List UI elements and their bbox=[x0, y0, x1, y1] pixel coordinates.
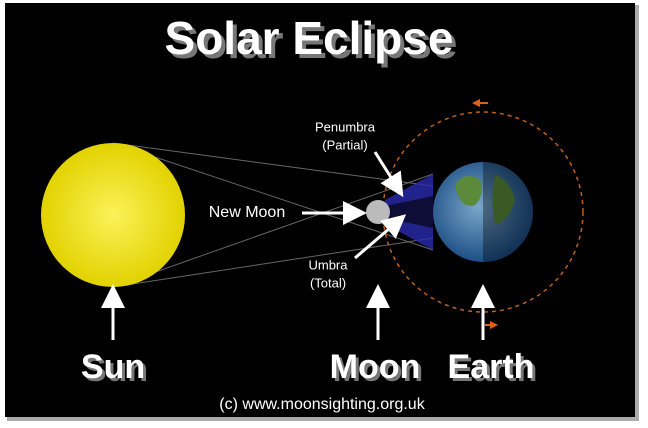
label: Moon bbox=[330, 348, 421, 386]
moon bbox=[366, 200, 390, 224]
label: Umbra bbox=[308, 257, 348, 272]
title: Solar Eclipse bbox=[165, 12, 454, 64]
label: New Moon bbox=[209, 204, 285, 221]
label: Earth bbox=[448, 348, 535, 386]
label: (Total) bbox=[310, 275, 346, 290]
credit: (c) www.moonsighting.org.uk bbox=[219, 396, 425, 413]
label: Penumbra bbox=[315, 119, 376, 134]
label: (Partial) bbox=[322, 137, 368, 152]
label: Sun bbox=[81, 348, 145, 386]
sun bbox=[41, 143, 185, 287]
page: Solar Eclipse Solar Eclipse Penumbra (Pa… bbox=[0, 0, 648, 428]
diagram: Solar Eclipse Solar Eclipse Penumbra (Pa… bbox=[0, 0, 648, 428]
